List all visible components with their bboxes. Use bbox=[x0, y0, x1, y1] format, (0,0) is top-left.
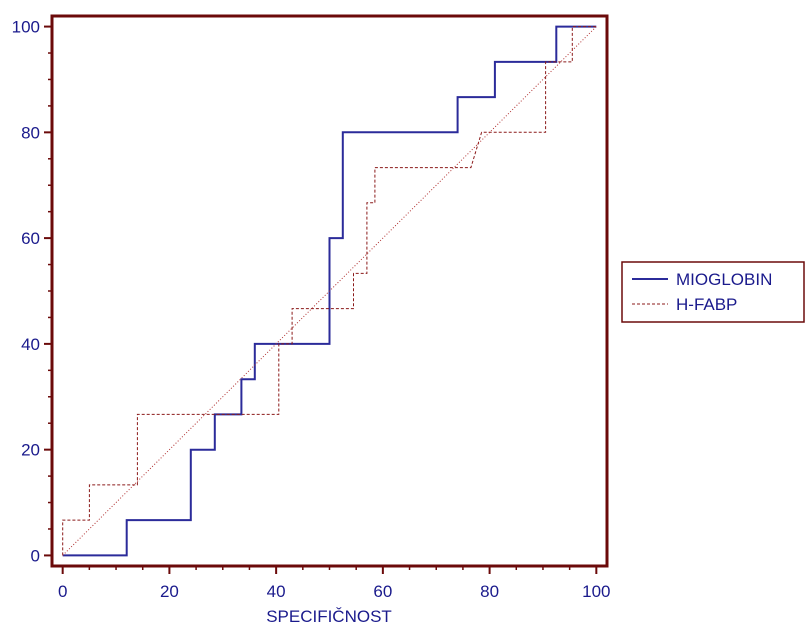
x-tick-label: 100 bbox=[582, 582, 610, 601]
legend-label-hfabp: H-FABP bbox=[676, 295, 737, 314]
y-tick-label: 20 bbox=[21, 441, 40, 460]
x-tick-label: 0 bbox=[58, 582, 67, 601]
x-tick-label: 40 bbox=[267, 582, 286, 601]
y-tick-label: 100 bbox=[12, 18, 40, 37]
y-tick-label: 0 bbox=[31, 546, 40, 565]
x-tick-label: 80 bbox=[480, 582, 499, 601]
x-tick-label: 60 bbox=[373, 582, 392, 601]
x-tick-label: 20 bbox=[160, 582, 179, 601]
legend-label-mioglobin: MIOGLOBIN bbox=[676, 270, 772, 289]
x-axis-title: SPECIFIČNOST bbox=[266, 607, 392, 626]
y-tick-label: 40 bbox=[21, 335, 40, 354]
legend: MIOGLOBIN H-FABP bbox=[621, 261, 805, 323]
y-tick-label: 60 bbox=[21, 229, 40, 248]
reference-diagonal-line bbox=[62, 26, 597, 556]
series-line-hfabp bbox=[62, 26, 597, 556]
y-tick-label: 80 bbox=[21, 123, 40, 142]
legend-box bbox=[621, 261, 805, 323]
